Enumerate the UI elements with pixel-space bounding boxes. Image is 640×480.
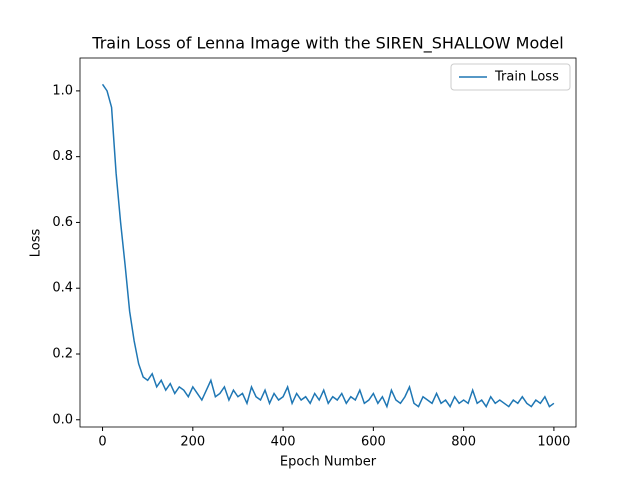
x-tick-label: 0 xyxy=(98,435,106,450)
y-tick-label: 0.8 xyxy=(52,149,73,164)
x-tick-label: 800 xyxy=(451,435,476,450)
y-tick-label: 0.2 xyxy=(52,346,73,361)
legend-label: Train Loss xyxy=(494,70,559,85)
plot-frame xyxy=(79,57,577,428)
x-tick-label: 600 xyxy=(361,435,386,450)
y-tick-label: 0.6 xyxy=(52,215,73,230)
y-tick-label: 0.0 xyxy=(52,412,73,427)
x-tick-label: 1000 xyxy=(537,435,570,450)
x-tick-label: 200 xyxy=(180,435,205,450)
x-axis-label: Epoch Number xyxy=(280,455,377,470)
y-tick-label: 0.4 xyxy=(52,281,73,296)
y-tick-label: 1.0 xyxy=(52,83,73,98)
loss-line xyxy=(101,83,555,409)
chart-title: Train Loss of Lenna Image with the SIREN… xyxy=(91,34,563,54)
x-tick-label: 400 xyxy=(271,435,296,450)
legend-box xyxy=(450,63,571,91)
y-axis-label: Loss xyxy=(29,229,44,258)
